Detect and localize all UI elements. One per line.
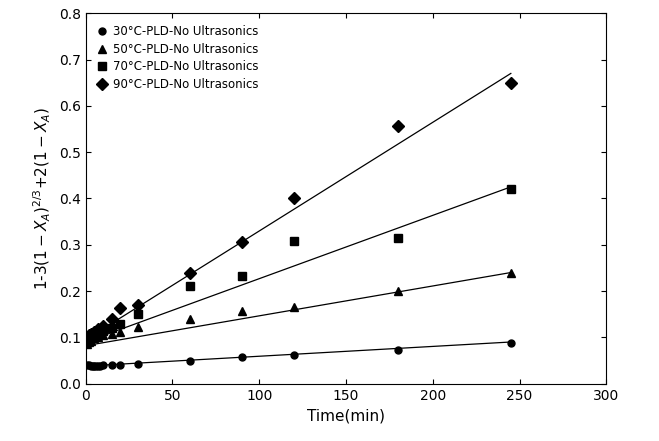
90°C-PLD-No Ultrasonics: [134, 303, 142, 308]
30°C-PLD-No Ultrasonics: [94, 363, 101, 368]
90°C-PLD-No Ultrasonics: [87, 331, 95, 336]
90°C-PLD-No Ultrasonics: [84, 335, 92, 340]
50°C-PLD-No Ultrasonics: [90, 336, 98, 341]
30°C-PLD-No Ultrasonics: [92, 363, 100, 369]
50°C-PLD-No Ultrasonics: [99, 333, 107, 338]
50°C-PLD-No Ultrasonics: [85, 340, 93, 345]
50°C-PLD-No Ultrasonics: [134, 324, 142, 329]
50°C-PLD-No Ultrasonics: [117, 329, 125, 334]
90°C-PLD-No Ultrasonics: [94, 326, 101, 332]
70°C-PLD-No Ultrasonics: [84, 337, 92, 342]
90°C-PLD-No Ultrasonics: [108, 316, 116, 321]
30°C-PLD-No Ultrasonics: [117, 363, 125, 368]
Line: 30°C-PLD-No Ultrasonics: 30°C-PLD-No Ultrasonics: [84, 340, 514, 370]
70°C-PLD-No Ultrasonics: [94, 330, 101, 335]
30°C-PLD-No Ultrasonics: [238, 354, 246, 359]
70°C-PLD-No Ultrasonics: [117, 322, 125, 327]
X-axis label: Time(min): Time(min): [307, 408, 385, 423]
30°C-PLD-No Ultrasonics: [290, 352, 298, 358]
90°C-PLD-No Ultrasonics: [90, 329, 98, 334]
70°C-PLD-No Ultrasonics: [290, 239, 298, 244]
70°C-PLD-No Ultrasonics: [85, 335, 93, 340]
70°C-PLD-No Ultrasonics: [99, 329, 107, 334]
90°C-PLD-No Ultrasonics: [238, 240, 246, 245]
30°C-PLD-No Ultrasonics: [84, 363, 92, 368]
Line: 70°C-PLD-No Ultrasonics: 70°C-PLD-No Ultrasonics: [83, 185, 515, 344]
50°C-PLD-No Ultrasonics: [394, 288, 402, 294]
70°C-PLD-No Ultrasonics: [238, 273, 246, 279]
30°C-PLD-No Ultrasonics: [85, 363, 93, 368]
Legend: 30°C-PLD-No Ultrasonics, 50°C-PLD-No Ultrasonics, 70°C-PLD-No Ultrasonics, 90°C-: 30°C-PLD-No Ultrasonics, 50°C-PLD-No Ult…: [92, 19, 264, 97]
70°C-PLD-No Ultrasonics: [186, 284, 194, 289]
50°C-PLD-No Ultrasonics: [507, 271, 515, 276]
90°C-PLD-No Ultrasonics: [290, 196, 298, 201]
90°C-PLD-No Ultrasonics: [394, 123, 402, 128]
90°C-PLD-No Ultrasonics: [85, 333, 93, 338]
30°C-PLD-No Ultrasonics: [87, 363, 95, 369]
70°C-PLD-No Ultrasonics: [394, 235, 402, 240]
70°C-PLD-No Ultrasonics: [507, 187, 515, 192]
30°C-PLD-No Ultrasonics: [99, 363, 107, 368]
50°C-PLD-No Ultrasonics: [84, 342, 92, 347]
30°C-PLD-No Ultrasonics: [186, 358, 194, 363]
30°C-PLD-No Ultrasonics: [394, 348, 402, 353]
50°C-PLD-No Ultrasonics: [94, 335, 101, 340]
90°C-PLD-No Ultrasonics: [507, 80, 515, 86]
50°C-PLD-No Ultrasonics: [108, 331, 116, 336]
Y-axis label: 1-3$(1-X_A)^{2/3}$+2$(1-X_A)$: 1-3$(1-X_A)^{2/3}$+2$(1-X_A)$: [32, 107, 53, 290]
90°C-PLD-No Ultrasonics: [99, 323, 107, 329]
50°C-PLD-No Ultrasonics: [238, 308, 246, 313]
70°C-PLD-No Ultrasonics: [134, 311, 142, 317]
30°C-PLD-No Ultrasonics: [90, 363, 98, 369]
70°C-PLD-No Ultrasonics: [90, 331, 98, 336]
Line: 90°C-PLD-No Ultrasonics: 90°C-PLD-No Ultrasonics: [83, 78, 515, 341]
30°C-PLD-No Ultrasonics: [134, 362, 142, 367]
30°C-PLD-No Ultrasonics: [108, 363, 116, 368]
50°C-PLD-No Ultrasonics: [186, 316, 194, 321]
30°C-PLD-No Ultrasonics: [507, 340, 515, 346]
90°C-PLD-No Ultrasonics: [186, 270, 194, 275]
70°C-PLD-No Ultrasonics: [108, 325, 116, 331]
30°C-PLD-No Ultrasonics: [96, 363, 103, 368]
50°C-PLD-No Ultrasonics: [290, 305, 298, 310]
Line: 50°C-PLD-No Ultrasonics: 50°C-PLD-No Ultrasonics: [83, 269, 515, 348]
70°C-PLD-No Ultrasonics: [87, 333, 95, 339]
30°C-PLD-No Ultrasonics: [89, 363, 97, 369]
90°C-PLD-No Ultrasonics: [117, 306, 125, 311]
50°C-PLD-No Ultrasonics: [87, 338, 95, 343]
